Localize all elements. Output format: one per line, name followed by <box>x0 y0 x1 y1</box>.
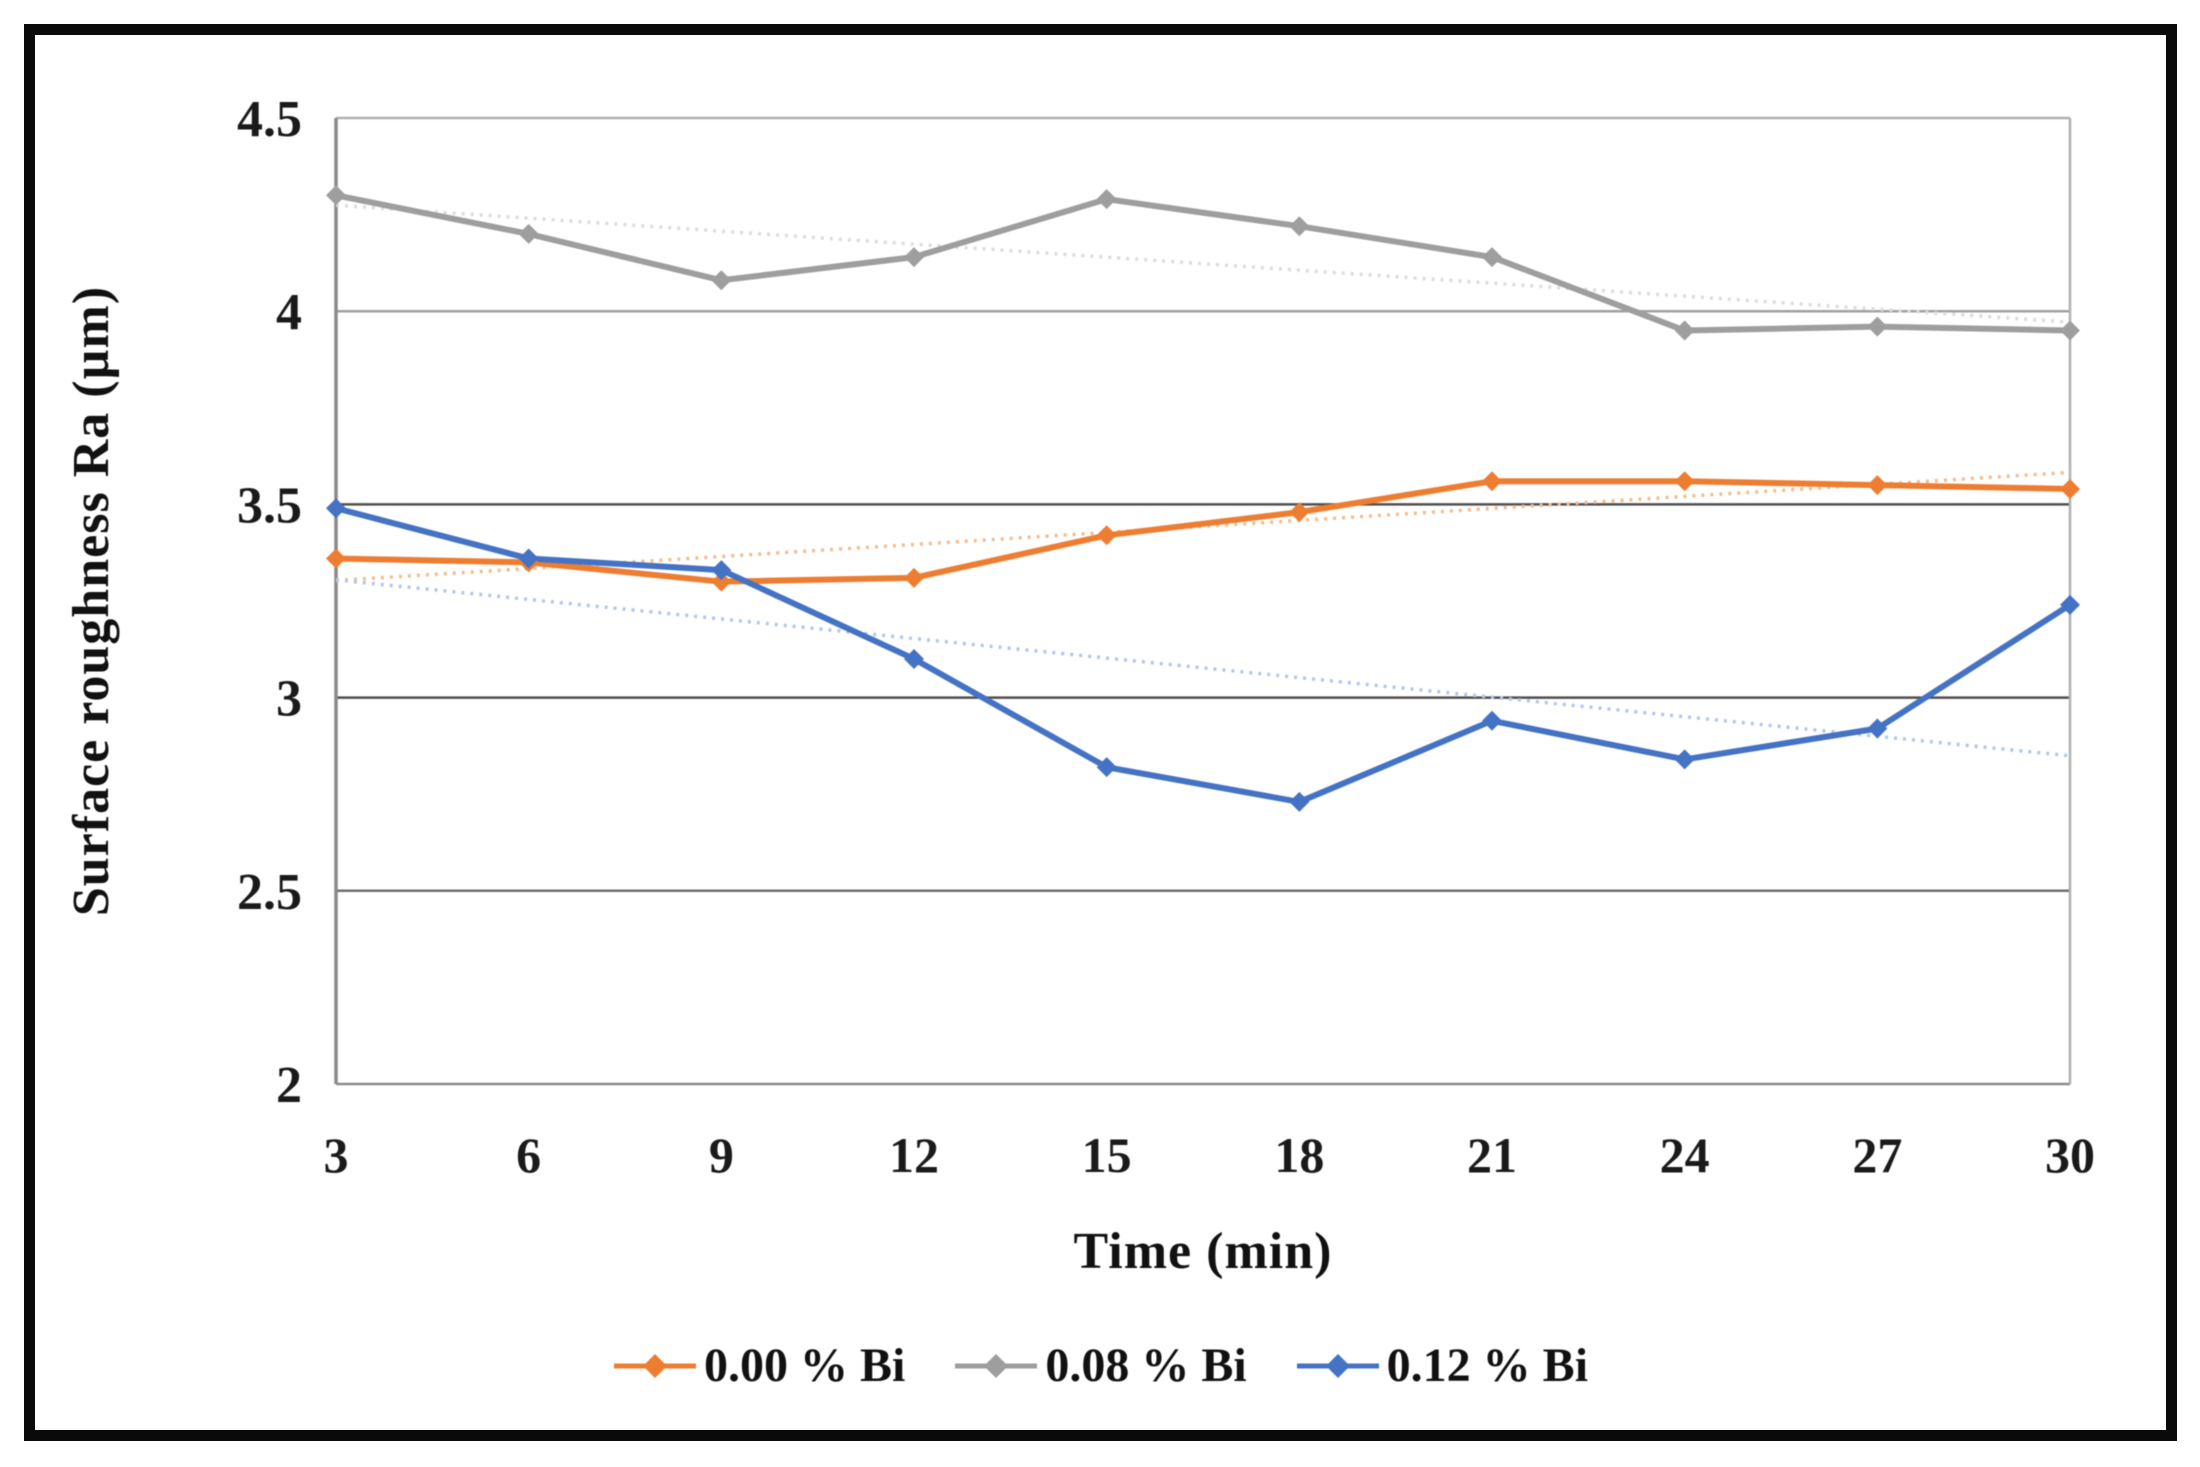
data-point-marker <box>1289 502 1310 523</box>
x-tick-label: 9 <box>709 1127 734 1183</box>
data-point-marker <box>904 247 924 268</box>
series-line <box>333 478 2073 585</box>
trendline <box>335 203 2071 324</box>
x-axis-tick-labels: 3 6 9 12 15 18 21 24 27 30 <box>324 1127 2096 1183</box>
x-tick-label: 21 <box>1467 1127 1517 1183</box>
x-tick-label: 18 <box>1274 1127 1324 1183</box>
legend-diamond-marker-icon <box>642 1353 667 1378</box>
data-point-marker <box>1867 475 1888 496</box>
legend-swatch-0.08-%-Bi <box>955 1353 1038 1378</box>
series-lines <box>333 192 2073 805</box>
legend-swatch-0.00-%-Bi <box>613 1353 696 1378</box>
x-tick-label: 30 <box>2045 1127 2095 1183</box>
data-point-marker <box>2060 478 2080 499</box>
y-tick-label: 3.5 <box>237 477 302 534</box>
data-point-marker <box>1674 320 1695 341</box>
data-point-marker <box>1674 471 1695 492</box>
series-line <box>333 505 2073 805</box>
data-point-marker <box>711 270 732 291</box>
x-tick-label: 27 <box>1852 1127 1902 1183</box>
data-point-marker <box>1096 189 1117 210</box>
legend-label: 0.12 % Bi <box>1386 1339 1589 1392</box>
data-point-marker <box>326 498 346 519</box>
data-point-marker <box>1482 247 1502 268</box>
x-tick-label: 15 <box>1082 1127 1132 1183</box>
data-point-marker <box>326 548 346 569</box>
y-tick-label: 4 <box>276 284 302 341</box>
x-tick-label: 24 <box>1660 1127 1710 1183</box>
legend-item: 0.00 % Bi <box>612 1338 905 1393</box>
y-tick-label: 2 <box>276 1057 302 1114</box>
y-tick-label: 2.5 <box>237 864 302 921</box>
legend-swatch-0.12-%-Bi <box>1296 1353 1379 1378</box>
data-point-marker <box>1482 471 1502 492</box>
data-point-marker <box>1482 710 1502 731</box>
x-tick-label: 3 <box>324 1127 349 1183</box>
y-tick-label: 3 <box>276 671 302 728</box>
data-point-marker <box>1289 216 1310 237</box>
legend-item: 0.08 % Bi <box>953 1338 1247 1393</box>
data-point-marker <box>1289 791 1310 812</box>
figure-frame <box>24 24 2177 1441</box>
trendlines <box>335 203 2071 758</box>
legend-diamond-marker-icon <box>984 1353 1009 1378</box>
legend-item: 0.12 % Bi <box>1295 1338 1588 1393</box>
data-point-marker <box>711 571 732 592</box>
legend-label: 0.08 % Bi <box>1045 1339 1247 1392</box>
gridlines <box>334 116 2072 1086</box>
chart-legend: 0.00 % Bi 0.08 % Bi 0.12 % Bi <box>0 1338 2200 1393</box>
y-axis-title: Surface roughness Ra (µm) <box>63 285 120 917</box>
data-point-marker <box>1867 316 1888 337</box>
data-point-marker <box>518 548 539 569</box>
x-tick-label: 12 <box>889 1127 939 1183</box>
data-point-marker <box>1096 525 1117 546</box>
x-axis-title: Time (min) <box>1073 1223 1333 1280</box>
data-point-marker <box>1096 757 1117 778</box>
legend-diamond-marker-icon <box>1325 1353 1350 1378</box>
trendline <box>335 578 2071 758</box>
x-tick-label: 6 <box>516 1127 541 1183</box>
data-point-marker <box>2060 594 2080 615</box>
data-point-marker <box>711 560 732 581</box>
legend-label: 0.00 % Bi <box>703 1339 906 1392</box>
y-axis-tick-labels: 4.5 4 3.5 3 2.5 2 <box>237 91 302 1114</box>
data-point-marker <box>1674 749 1695 770</box>
data-point-marker <box>1867 718 1888 739</box>
data-point-marker <box>326 185 346 206</box>
data-point-marker <box>904 648 924 669</box>
data-point-marker <box>518 223 539 244</box>
data-point-marker <box>904 567 924 588</box>
series-markers <box>326 185 2080 812</box>
data-point-marker <box>2060 320 2080 341</box>
y-tick-label: 4.5 <box>237 91 302 148</box>
series-line <box>333 192 2073 334</box>
